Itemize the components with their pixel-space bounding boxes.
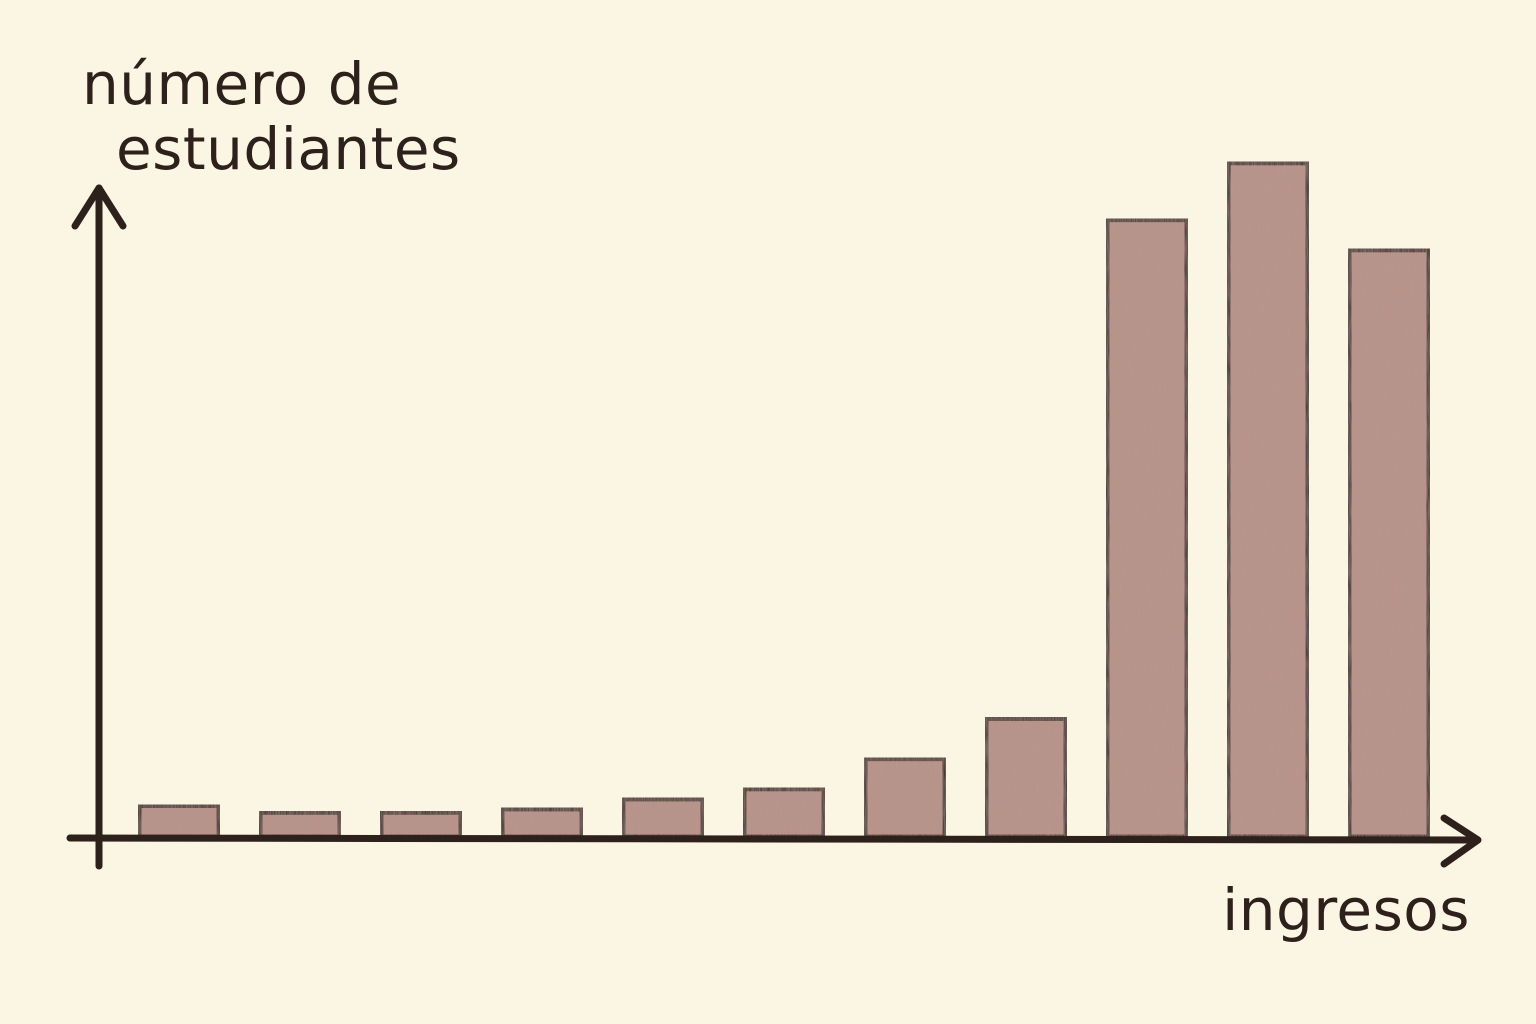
- y-axis-label-line-1: número de: [82, 50, 402, 118]
- bar-1: [134, 801, 224, 842]
- x-axis-label: ingresos: [1222, 876, 1470, 944]
- y-axis-label-line-2: estudiantes: [116, 114, 461, 183]
- bar-7: [860, 754, 950, 842]
- bar-10: [1223, 158, 1313, 842]
- bar-2: [255, 807, 345, 842]
- y-axis-arrowhead: [71, 184, 127, 230]
- bar-5: [618, 794, 708, 842]
- x-axis-line: [66, 834, 1480, 844]
- bar-11: [1344, 245, 1434, 842]
- bar-9: [1102, 215, 1192, 842]
- bar-3: [376, 807, 466, 842]
- bar-8: [981, 713, 1071, 842]
- bar-4: [497, 804, 587, 842]
- y-axis-label: número de estudiantes: [82, 52, 461, 182]
- x-axis-arrowhead: [1440, 814, 1482, 868]
- bar-6: [739, 784, 829, 842]
- bars-group: [134, 158, 1434, 842]
